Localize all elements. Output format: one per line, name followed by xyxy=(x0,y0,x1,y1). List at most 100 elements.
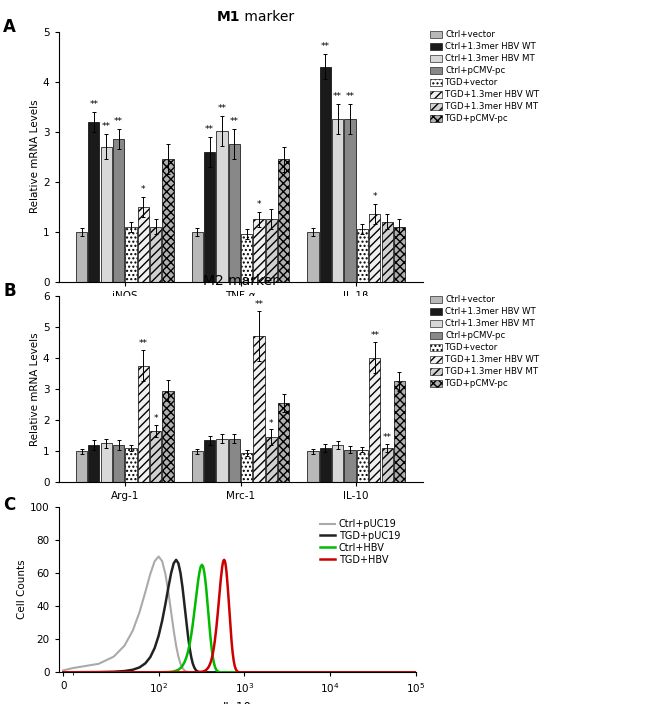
Ctrl+HBV xyxy=(410,668,418,677)
TGD+HBV xyxy=(410,668,418,677)
Line: TGD+pUC19: TGD+pUC19 xyxy=(63,560,416,672)
Bar xyxy=(369,214,380,282)
Bar xyxy=(138,207,149,282)
Text: B: B xyxy=(3,282,16,300)
TGD+HBV xyxy=(294,668,302,677)
Bar xyxy=(266,219,277,282)
Bar xyxy=(101,444,112,482)
Bar xyxy=(241,453,252,482)
Ctrl+HBV xyxy=(211,664,219,672)
Ctrl+HBV xyxy=(307,668,315,677)
Y-axis label: Relative mRNA Levels: Relative mRNA Levels xyxy=(30,332,40,446)
Bar xyxy=(162,391,174,482)
Bar xyxy=(101,146,112,282)
Bar xyxy=(88,445,99,482)
Ctrl+HBV xyxy=(198,560,206,569)
TGD+pUC19 xyxy=(59,668,67,677)
Ctrl+pUC19 xyxy=(385,668,393,677)
Bar xyxy=(241,234,252,282)
Bar xyxy=(229,144,240,282)
TGD+pUC19 xyxy=(385,668,393,677)
Bar xyxy=(332,445,343,482)
Bar xyxy=(382,448,393,482)
Text: **: ** xyxy=(205,125,214,134)
Bar xyxy=(113,445,124,482)
Text: *: * xyxy=(141,184,146,194)
Ctrl+pUC19 xyxy=(255,668,263,677)
Line: TGD+HBV: TGD+HBV xyxy=(63,560,416,672)
TGD+pUC19 xyxy=(261,668,268,677)
Ctrl+pUC19 xyxy=(410,668,418,677)
Text: **: ** xyxy=(383,434,391,442)
Text: **: ** xyxy=(333,92,342,101)
Bar xyxy=(150,227,161,282)
Text: **: ** xyxy=(114,117,123,126)
Bar xyxy=(125,448,136,482)
Line: Ctrl+pUC19: Ctrl+pUC19 xyxy=(63,557,416,672)
Text: M2 marker: M2 marker xyxy=(203,275,278,288)
Bar xyxy=(278,159,289,282)
TGD+HBV xyxy=(289,668,297,677)
Bar xyxy=(254,336,265,482)
Bar xyxy=(216,131,228,282)
Ctrl+pUC19 xyxy=(59,666,67,674)
TGD+HBV xyxy=(412,668,420,677)
Bar xyxy=(162,159,174,282)
Text: **: ** xyxy=(255,301,263,309)
TGD+pUC19 xyxy=(352,668,359,677)
Bar xyxy=(320,448,331,482)
Legend: Ctrl+pUC19, TGD+pUC19, Ctrl+HBV, TGD+HBV: Ctrl+pUC19, TGD+pUC19, Ctrl+HBV, TGD+HBV xyxy=(317,515,404,569)
Line: Ctrl+HBV: Ctrl+HBV xyxy=(63,565,416,672)
Bar xyxy=(344,119,356,282)
Bar xyxy=(266,437,277,482)
Text: **: ** xyxy=(230,117,239,126)
TGD+pUC19 xyxy=(410,668,418,677)
Bar xyxy=(204,151,215,282)
Bar xyxy=(369,358,380,482)
Bar xyxy=(307,451,318,482)
Bar xyxy=(357,229,368,282)
Ctrl+pUC19 xyxy=(211,668,219,677)
TGD+pUC19 xyxy=(294,668,302,677)
Ctrl+pUC19 xyxy=(412,668,420,677)
Bar xyxy=(278,403,289,482)
Bar xyxy=(229,439,240,482)
Text: *: * xyxy=(257,200,261,208)
Text: *: * xyxy=(153,414,158,423)
Ctrl+pUC19 xyxy=(155,553,162,561)
Ctrl+pUC19 xyxy=(294,668,302,677)
Bar xyxy=(76,451,87,482)
Text: A: A xyxy=(3,18,16,36)
Bar xyxy=(76,232,87,282)
Bar xyxy=(254,219,265,282)
TGD+HBV xyxy=(307,668,315,677)
Bar xyxy=(150,431,161,482)
Text: *: * xyxy=(372,192,377,201)
Text: **: ** xyxy=(346,92,354,101)
Bar xyxy=(113,139,124,282)
Text: C: C xyxy=(3,496,16,515)
Bar xyxy=(307,232,318,282)
TGD+HBV xyxy=(220,555,228,564)
Bar xyxy=(125,227,136,282)
Text: *: * xyxy=(269,418,274,427)
Bar xyxy=(204,440,215,482)
Bar xyxy=(192,232,203,282)
Legend: Ctrl+vector, Ctrl+1.3mer HBV WT, Ctrl+1.3mer HBV MT, Ctrl+pCMV-pc, TGD+vector, T: Ctrl+vector, Ctrl+1.3mer HBV WT, Ctrl+1.… xyxy=(426,27,543,127)
TGD+pUC19 xyxy=(211,668,219,677)
TGD+HBV xyxy=(385,668,393,677)
Ctrl+HBV xyxy=(59,668,67,677)
Ctrl+pUC19 xyxy=(352,668,359,677)
TGD+HBV xyxy=(59,668,67,677)
Y-axis label: Cell Counts: Cell Counts xyxy=(17,560,27,620)
Bar xyxy=(216,439,228,482)
Ctrl+HBV xyxy=(294,668,302,677)
TGD+pUC19 xyxy=(412,668,420,677)
Text: **: ** xyxy=(321,42,330,51)
Bar xyxy=(382,222,393,282)
TGD+HBV xyxy=(352,668,359,677)
Ctrl+HBV xyxy=(274,668,281,677)
Ctrl+pUC19 xyxy=(307,668,315,677)
Text: marker: marker xyxy=(240,10,294,24)
Bar xyxy=(138,365,149,482)
